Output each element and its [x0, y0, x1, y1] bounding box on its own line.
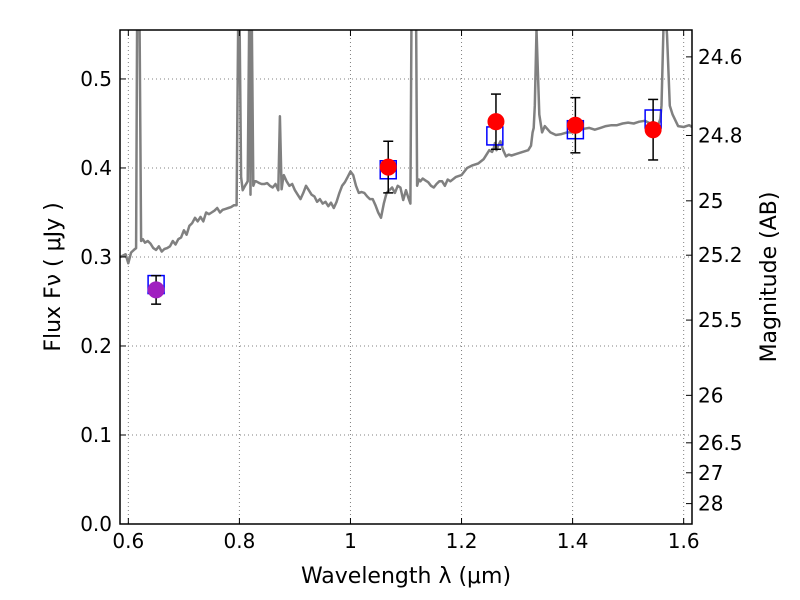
ticks: 0.6 0.8 1 1.2 1.4 1.6 0.0 0.1 0.2 0.3 0.4 0.5 24.6 24… — [80, 30, 743, 553]
plot-frame — [119, 29, 693, 525]
observed-point — [487, 113, 505, 131]
y-tick-label: 0.0 — [80, 512, 112, 536]
x-tick-label: 1.6 — [668, 529, 700, 553]
y-tick-label: 0.4 — [80, 156, 112, 180]
x-tick-label: 0.8 — [223, 529, 255, 553]
y-axis-label: Flux Fν ( μJy ) — [41, 202, 66, 351]
y-tick-label: 0.2 — [80, 334, 112, 358]
y-tick-label: 0.1 — [80, 423, 112, 447]
mag-tick-label: 26 — [698, 383, 723, 407]
y-tick-label: 0.5 — [80, 67, 112, 91]
mag-tick-label: 25 — [698, 189, 723, 213]
mag-tick-label: 25.5 — [698, 308, 743, 332]
mag-tick-label: 25.2 — [698, 243, 743, 267]
observed-point — [644, 121, 662, 139]
y2-axis-label: Magnitude (AB) — [757, 192, 782, 363]
plot-background — [120, 30, 692, 524]
mag-tick-label: 28 — [698, 492, 723, 516]
x-tick-label: 1.4 — [557, 529, 589, 553]
x-axis-label: Wavelength λ (μm) — [301, 564, 511, 589]
model-spectrum-line — [120, 30, 692, 265]
data-layer — [120, 30, 692, 305]
observed-point — [379, 158, 397, 176]
observed-point — [147, 281, 165, 299]
mag-tick-label: 26.5 — [698, 431, 743, 455]
observed-point — [566, 116, 584, 134]
mag-tick-label: 24.6 — [698, 45, 743, 69]
mag-tick-label: 27 — [698, 461, 723, 485]
x-tick-label: 0.6 — [112, 529, 144, 553]
mag-tick-label: 24.8 — [698, 123, 743, 147]
y-tick-label: 0.3 — [80, 245, 112, 269]
x-tick-label: 1 — [344, 529, 357, 553]
x-tick-label: 1.2 — [446, 529, 478, 553]
